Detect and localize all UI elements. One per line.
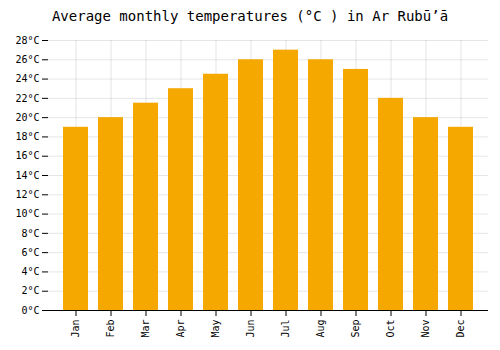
svg-text:Jan: Jan <box>70 320 81 338</box>
svg-text:Jun: Jun <box>245 320 256 338</box>
svg-text:0°C: 0°C <box>21 305 39 316</box>
svg-text:12°C: 12°C <box>15 189 39 200</box>
html-text:Average monthly temperatures (: Average monthly temperatures (°C ) in Ar… <box>51 8 449 24</box>
svg-text:24°C: 24°C <box>15 73 39 84</box>
svg-text:20°C: 20°C <box>15 112 39 123</box>
svg-text:Apr: Apr <box>175 320 186 338</box>
svg-text:10°C: 10°C <box>15 208 39 219</box>
svg-text:Jul: Jul <box>280 320 291 338</box>
svg-text:2°C: 2°C <box>21 285 39 296</box>
svg-text:Feb: Feb <box>105 320 116 338</box>
svg-text:Dec: Dec <box>455 320 466 338</box>
svg-text:Mar: Mar <box>140 320 151 338</box>
svg-text:16°C: 16°C <box>15 150 39 161</box>
svg-text:8°C: 8°C <box>21 228 39 239</box>
svg-text:Sep: Sep <box>350 320 361 338</box>
svg-text:22°C: 22°C <box>15 93 39 104</box>
svg-text:28°C: 28°C <box>15 35 39 46</box>
svg-text:Oct: Oct <box>385 320 396 338</box>
svg-text:4°C: 4°C <box>21 266 39 277</box>
svg-text:18°C: 18°C <box>15 131 39 142</box>
svg-text:Aug: Aug <box>315 320 326 338</box>
svg-text:14°C: 14°C <box>15 170 39 181</box>
svg-text:May: May <box>210 320 221 338</box>
svg-text:6°C: 6°C <box>21 247 39 258</box>
svg-text:26°C: 26°C <box>15 54 39 65</box>
svg-text:Nov: Nov <box>420 320 431 338</box>
